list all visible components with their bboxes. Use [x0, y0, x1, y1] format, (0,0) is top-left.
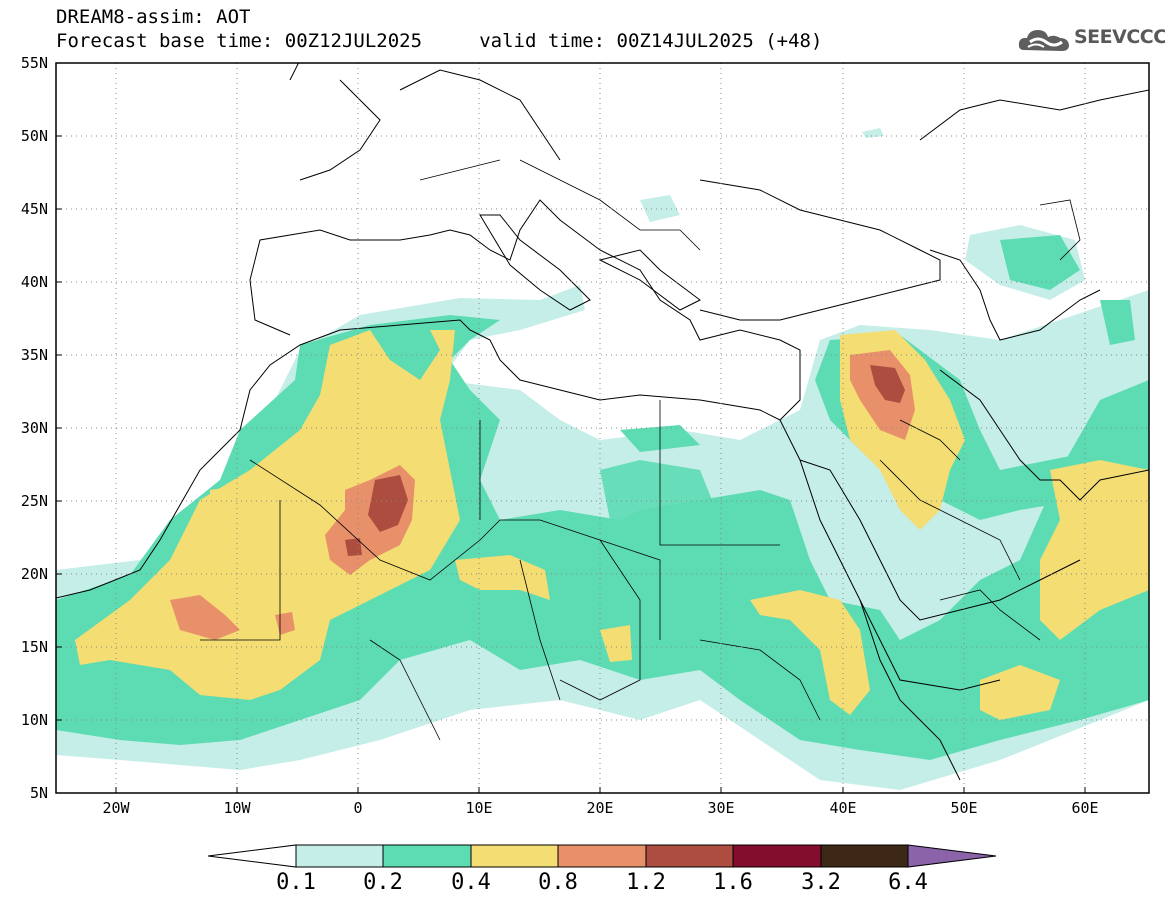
lon-label: 60E	[1071, 799, 1098, 817]
colorbar-label: 0.8	[538, 870, 578, 895]
colorbar-swatch	[470, 844, 559, 868]
logo-text: SEEVCCC	[1074, 26, 1165, 48]
colorbar-swatch	[820, 844, 909, 868]
colorbar	[207, 844, 997, 868]
lon-tick-labels: 20W 10W 0 10E 20E 30E 40E 50E 60E	[102, 799, 1098, 817]
colorbar-label: 0.2	[363, 870, 403, 895]
colorbar-label: 3.2	[801, 870, 841, 895]
borders	[200, 159, 1081, 741]
lon-label: 30E	[707, 799, 734, 817]
lat-label: 55N	[21, 54, 48, 72]
colorbar-label: 0.4	[451, 870, 491, 895]
colorbar-label: 0.1	[276, 870, 316, 895]
aot-field	[56, 128, 1149, 790]
lat-label: 10N	[21, 711, 48, 729]
lat-label: 20N	[21, 565, 48, 583]
colorbar-over-arrow	[907, 844, 997, 868]
lat-label: 15N	[21, 638, 48, 656]
colorbar-swatch	[295, 844, 384, 868]
lat-label: 5N	[30, 784, 48, 802]
lat-label: 25N	[21, 492, 48, 510]
lat-label: 30N	[21, 419, 48, 437]
lon-label: 20E	[586, 799, 613, 817]
lon-label: 0	[353, 799, 362, 817]
coastlines	[56, 63, 1149, 781]
cloud-logo-icon	[1018, 30, 1069, 51]
lat-label: 50N	[21, 127, 48, 145]
lon-label: 50E	[950, 799, 977, 817]
lon-label: 20W	[102, 799, 130, 817]
colorbar-label: 6.4	[888, 870, 928, 895]
lat-label: 45N	[21, 200, 48, 218]
lat-label: 40N	[21, 273, 48, 291]
grid-lines	[56, 63, 1149, 793]
colorbar-label: 1.2	[626, 870, 666, 895]
colorbar-swatch	[645, 844, 734, 868]
seevccc-logo: SEEVCCC	[1016, 20, 1165, 60]
aot-band-1.2	[345, 365, 905, 556]
colorbar-label: 1.6	[713, 870, 753, 895]
tick-marks	[56, 62, 1086, 793]
colorbar-swatch	[732, 844, 822, 868]
colorbar-under-arrow	[207, 844, 297, 868]
colorbar-swatch	[382, 844, 472, 868]
title-line-1: DREAM8-assim: AOT	[56, 6, 251, 28]
lon-label: 10W	[223, 799, 251, 817]
lat-tick-labels: 55N 50N 45N 40N 35N 30N 25N 20N 15N 10N …	[21, 54, 48, 802]
lat-label: 35N	[21, 346, 48, 364]
colorbar-swatch	[557, 844, 647, 868]
lon-label: 10E	[465, 799, 492, 817]
title-line-2: Forecast base time: 00Z12JUL2025 valid t…	[56, 30, 823, 52]
lon-label: 40E	[829, 799, 856, 817]
